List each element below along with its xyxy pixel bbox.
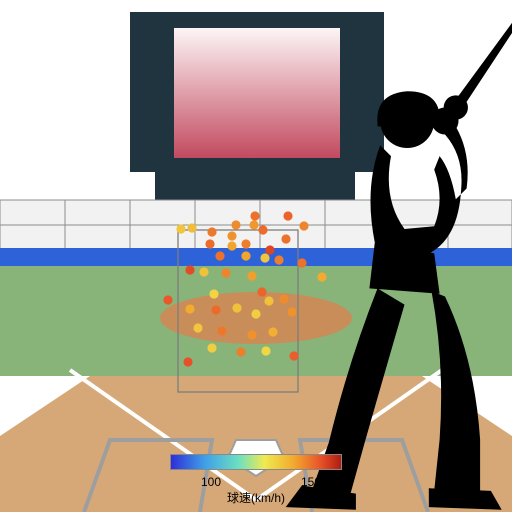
- pitch-point: [265, 245, 274, 254]
- pitch-point: [227, 231, 236, 240]
- pitch-point: [249, 220, 258, 229]
- pitch-point: [264, 296, 273, 305]
- pitch-point: [176, 224, 185, 233]
- legend-title: 球速(km/h): [0, 489, 512, 506]
- pitch-point: [193, 323, 202, 332]
- pitch-point: [261, 346, 270, 355]
- pitch-point: [241, 239, 250, 248]
- legend-tick: 150: [301, 475, 321, 489]
- pitch-point: [283, 211, 292, 220]
- pitch-point: [279, 294, 288, 303]
- pitch-point: [247, 271, 256, 280]
- pitch-point: [207, 343, 216, 352]
- pitch-point: [211, 305, 220, 314]
- pitch-point: [205, 239, 214, 248]
- pitch-point: [268, 327, 277, 336]
- pitch-point: [215, 251, 224, 260]
- pitch-point: [299, 221, 308, 230]
- legend-tick: 100: [201, 475, 221, 489]
- pitch-point: [250, 211, 259, 220]
- pitch-point: [185, 265, 194, 274]
- pitch-point: [236, 347, 245, 356]
- pitch-point: [183, 357, 192, 366]
- pitch-point: [258, 225, 267, 234]
- pitch-point: [199, 267, 208, 276]
- pitch-point: [257, 287, 266, 296]
- pitch-point: [241, 251, 250, 260]
- pitch-point: [232, 303, 241, 312]
- pitch-point: [274, 255, 283, 264]
- scene: [0, 0, 512, 512]
- legend-ticks: 100 150: [171, 475, 341, 489]
- pitch-point: [163, 295, 172, 304]
- pitch-point: [251, 309, 260, 318]
- pitch-point: [217, 326, 226, 335]
- pitch-point: [260, 253, 269, 262]
- pitch-point: [207, 227, 216, 236]
- pitch-point: [231, 220, 240, 229]
- pitch-point: [247, 330, 256, 339]
- pitch-point: [209, 289, 218, 298]
- pitch-point: [185, 304, 194, 313]
- pitch-point: [187, 223, 196, 232]
- pitch-point: [297, 258, 306, 267]
- pitch-point: [227, 241, 236, 250]
- velocity-legend: 100 150球速(km/h): [0, 454, 512, 506]
- pitch-point: [287, 307, 296, 316]
- scoreboard-panel: [174, 28, 340, 158]
- pitch-point: [289, 351, 298, 360]
- legend-colorbar: [170, 454, 342, 470]
- stage: 100 150球速(km/h): [0, 0, 512, 512]
- pitch-point: [317, 272, 326, 281]
- pitch-point: [281, 234, 290, 243]
- pitch-point: [221, 268, 230, 277]
